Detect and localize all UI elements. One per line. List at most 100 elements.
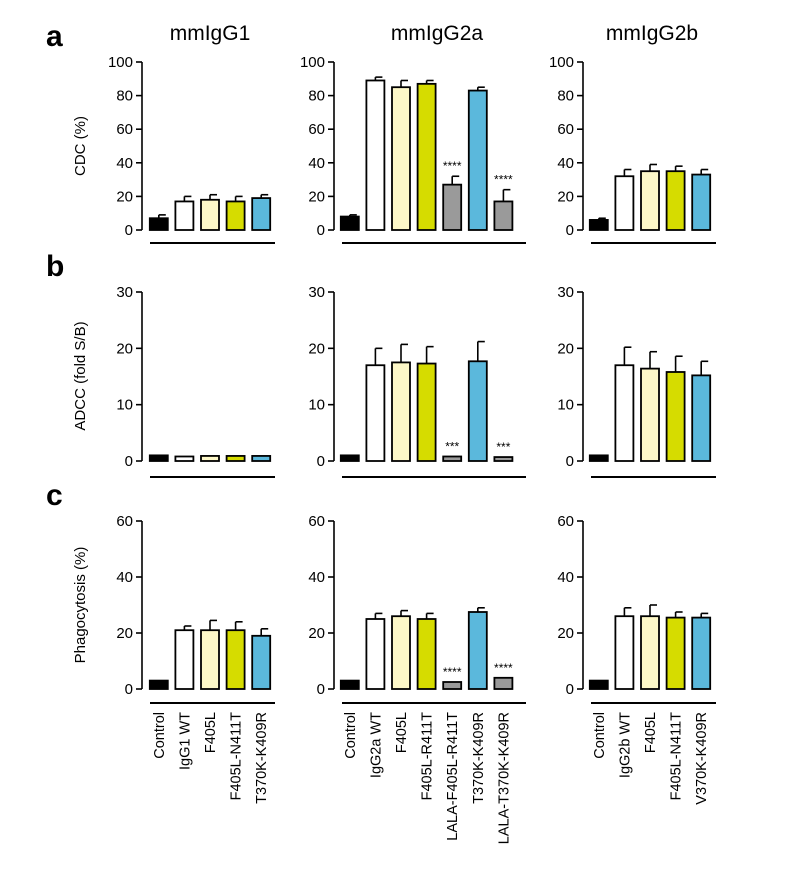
significance-label: ****: [494, 173, 513, 187]
chart-a-mmigg2a: 0 20 40 60 80 100 **** ****: [300, 54, 526, 244]
bar-lala-t370k-k409r: [493, 456, 514, 462]
bar-f405l: [391, 361, 411, 462]
bar-v370k-k409r: [691, 616, 712, 690]
y-tick-label: 0: [317, 681, 325, 698]
chart-a-mmigg2b: 0 20 40 60 80 100: [549, 54, 716, 244]
bar-control: [339, 454, 360, 462]
bar-t370k-k409r: [251, 197, 272, 231]
category-label: LALA-T370K-K409R: [496, 712, 512, 844]
significance-label: ****: [443, 665, 462, 679]
y-tick-label: 0: [317, 222, 325, 239]
category-label: F405L: [203, 712, 219, 753]
y-tick-label: 0: [566, 222, 574, 239]
bar-control: [148, 679, 169, 690]
y-tick-label: 30: [308, 284, 325, 301]
y-axis-label: Phagocytosis (%): [72, 547, 89, 664]
category-label: F405L-N411T: [229, 712, 245, 801]
bar-v370k-k409r: [691, 173, 712, 231]
bar-igg2a-wt: [365, 618, 386, 690]
y-tick-label: 0: [125, 681, 133, 698]
significance-label: ****: [494, 661, 513, 675]
y-tick-label: 60: [116, 121, 133, 138]
y-tick-label: 100: [300, 54, 325, 71]
significance-label: ****: [443, 159, 462, 173]
bar-igg2b-wt: [614, 615, 635, 690]
y-tick-label: 10: [308, 397, 325, 414]
bar-lala-t370k-k409r: [493, 676, 514, 690]
category-label: T370K-K409R: [254, 712, 270, 804]
bar-igg1-wt: [174, 629, 195, 690]
bar-f405l: [200, 198, 220, 231]
y-tick-label: 100: [108, 54, 133, 71]
y-tick-label: 60: [557, 513, 574, 530]
category-label: F405L: [394, 712, 410, 753]
bar-f405l: [640, 367, 660, 462]
y-tick-label: 40: [557, 155, 574, 172]
y-tick-label: 60: [116, 513, 133, 530]
bar-t370k-k409r: [251, 634, 272, 690]
y-tick-label: 20: [557, 340, 574, 357]
category-label: F405L: [643, 712, 659, 753]
chart-c-mmigg2a: 0 20 40 60 Control IgG2a WT F405L F405L-R411T **…: [308, 513, 526, 844]
y-tick-label: 40: [308, 569, 325, 586]
column-title-mmigg1: mmIgG1: [170, 22, 251, 45]
significance-label: ***: [496, 440, 510, 454]
bar-igg2b-wt: [614, 364, 635, 462]
bar-f405l: [391, 615, 411, 690]
y-tick-label: 0: [317, 453, 325, 470]
category-label: V370K-K409R: [694, 712, 710, 805]
category-label: IgG2a WT: [368, 712, 384, 778]
y-axis-label: CDC (%): [72, 116, 89, 176]
bar-control: [588, 679, 609, 690]
chart-b-mmigg2a: 0 10 20 30 *** ***: [308, 284, 526, 478]
y-tick-label: 20: [557, 625, 574, 642]
bar-control: [588, 219, 609, 231]
y-tick-label: 30: [116, 284, 133, 301]
chart-c-mmigg2b: 0 20 40 60 Control IgG2b WT F405L F405L-N411T V3…: [557, 513, 716, 805]
bar-t370k-k409r: [467, 611, 488, 690]
chart-a-mmigg1: 0 20 40 60 80 100 CDC (%): [72, 54, 275, 244]
category-label: F405L-R411T: [420, 712, 436, 801]
bar-lala-f405l-r411t: [442, 455, 463, 462]
bar-f405l-n411t: [665, 616, 686, 690]
y-tick-label: 10: [557, 397, 574, 414]
y-tick-label: 60: [308, 121, 325, 138]
y-tick-label: 20: [116, 188, 133, 205]
bar-igg2a-wt: [365, 364, 386, 462]
y-tick-label: 20: [308, 188, 325, 205]
significance-label: ***: [445, 439, 459, 453]
bar-f405l: [200, 455, 220, 462]
bar-igg1-wt: [174, 455, 195, 462]
bar-f405l-n411t: [665, 170, 686, 231]
bar-f405l: [200, 629, 220, 690]
bar-control: [339, 215, 360, 231]
category-label: Control: [152, 712, 168, 759]
column-title-mmigg2a: mmIgG2a: [391, 22, 484, 45]
category-label: T370K-K409R: [471, 712, 487, 804]
y-tick-label: 0: [125, 222, 133, 239]
bar-f405l: [391, 86, 411, 231]
y-tick-label: 20: [557, 188, 574, 205]
bar-igg2b-wt: [614, 175, 635, 231]
chart-b-mmigg2b: 0 10 20 30: [557, 284, 716, 478]
y-tick-label: 10: [116, 397, 133, 414]
bar-f405l: [640, 170, 660, 231]
bar-igg1-wt: [174, 200, 195, 231]
bar-lala-f405l-r411t: [442, 183, 463, 231]
bar-igg2a-wt: [365, 79, 386, 231]
bar-lala-f405l-r411t: [442, 681, 463, 690]
chart-c-mmigg1: 0 20 40 60 Phagocytosis (%) Control IgG1 WT F40…: [72, 513, 275, 804]
y-tick-label: 30: [557, 284, 574, 301]
bar-control: [588, 454, 609, 462]
y-tick-label: 100: [549, 54, 574, 71]
bar-f405l-r411t: [416, 82, 437, 231]
category-label: IgG1 WT: [177, 712, 193, 770]
y-tick-label: 40: [116, 155, 133, 172]
y-tick-label: 20: [308, 625, 325, 642]
y-tick-label: 20: [308, 340, 325, 357]
panel-label-b: b: [46, 250, 64, 283]
y-tick-label: 0: [566, 681, 574, 698]
bar-t370k-k409r: [467, 89, 488, 231]
y-tick-label: 40: [308, 155, 325, 172]
